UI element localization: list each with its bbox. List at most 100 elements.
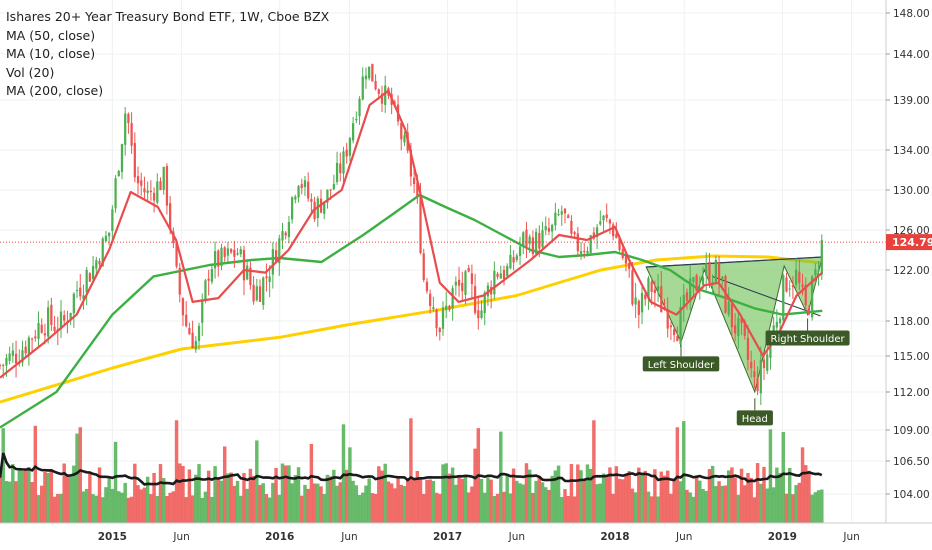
volume-bar [78,427,82,523]
candle-body [290,197,294,220]
volume-bar [434,492,439,523]
volume-bar [46,472,50,523]
annotation-box-2 [765,330,850,346]
ytick-label-2: 139.00 [893,95,930,107]
volume-bar [325,474,330,523]
candle-body [676,336,679,342]
candle-body [210,269,213,282]
volume-bar [720,485,725,523]
ytick-label-5: 126.00 [893,225,930,237]
volume-bar [91,494,95,523]
volume-bar [556,465,561,523]
candle-body [493,270,496,295]
candle-body [666,309,669,329]
candle-body [2,364,5,366]
candle-body [230,249,233,253]
volume-bar [396,477,400,523]
ytick-label-10: 109.00 [893,425,930,437]
volume-bar [749,477,753,523]
volume-bar [637,467,641,523]
volume-bar [30,482,34,523]
candle-body [673,329,676,336]
volume-bar [158,464,163,523]
volume-bar [184,497,188,523]
legend-ma50[interactable]: MA (50, close) [6,27,96,43]
candle-body [573,232,576,235]
candle-body [698,287,701,290]
volume-bar [216,477,221,523]
volume-bar [787,468,792,523]
volume-bar [743,485,747,523]
candle-body [374,81,377,90]
candle-body [807,308,811,315]
time-axis[interactable]: 2015 Jun 2016 Jun 2017 Jun 2018 Jun 2019 Jun [0,522,932,550]
candle-body [355,118,358,121]
candle-body [50,304,53,325]
candle-body [791,285,795,288]
annotation-label-1: Head [742,414,768,425]
volume-bar [251,476,256,523]
candle-body [130,123,133,146]
candle-body [788,288,791,290]
legend-ma10[interactable]: MA (10, close) [6,46,96,61]
candle-body [461,282,464,292]
volume-bar [614,466,619,523]
legend-title[interactable]: Ishares 20+ Year Treasury Bond ETF, 1W, … [6,9,330,24]
candle-body [615,233,618,239]
candle-body [567,215,570,219]
volume-bar [62,463,66,523]
candle-body [467,268,470,272]
price-axis[interactable]: 148.00 144.00 139.00 134.00 130.00 126.00 122.… [885,0,932,550]
volume-bar [136,485,140,523]
volume-bar [190,495,195,523]
candle-body [557,214,560,216]
legend-ma200[interactable]: MA (200, close) [6,83,104,98]
candle-body [528,236,531,244]
candle-body [660,286,663,313]
candle-body [53,326,56,331]
volume-bar [393,488,397,523]
volume-bar [197,464,201,523]
volume-bar [608,467,612,523]
volume-bar [640,474,644,523]
legend-vol[interactable]: Vol (20) [6,64,55,80]
candle-body [695,275,698,292]
candle-body [236,253,239,255]
candle-body [814,269,817,276]
annotation-box-1 [736,410,773,426]
last-price-label: 124.79 [892,236,932,249]
candle-body [79,287,82,297]
volume-bar [508,493,513,523]
candle-body [464,271,467,295]
candle-body [640,292,644,313]
volume-bar [335,485,339,523]
candle-body [197,325,201,341]
xtick-label-5: Jun [508,531,525,543]
volume-bar [585,464,590,523]
volume-bar [646,491,651,523]
volume-bar [409,418,413,523]
candle-body [364,75,368,80]
volume-bar [691,496,696,523]
annotation-box-0 [642,356,720,372]
volume-bar [479,479,484,523]
volume-bar [274,467,278,523]
volume-bar [267,497,272,523]
volume-bar [492,495,497,523]
candle-body [778,318,782,324]
xtick-label-4: 2017 [433,531,462,543]
volume-bar [4,481,9,523]
candle-body [194,340,197,350]
candle-body [47,307,50,337]
candle-body [612,224,615,237]
candle-body [794,269,798,285]
volume-bar [771,487,776,523]
candle-body [149,190,153,193]
volume-bar [43,471,47,523]
volume-bar [566,495,570,523]
volume-bar [206,470,211,523]
volume-bar [351,480,355,523]
ytick-label-12: 104.00 [893,489,930,501]
candle-body [730,303,734,328]
